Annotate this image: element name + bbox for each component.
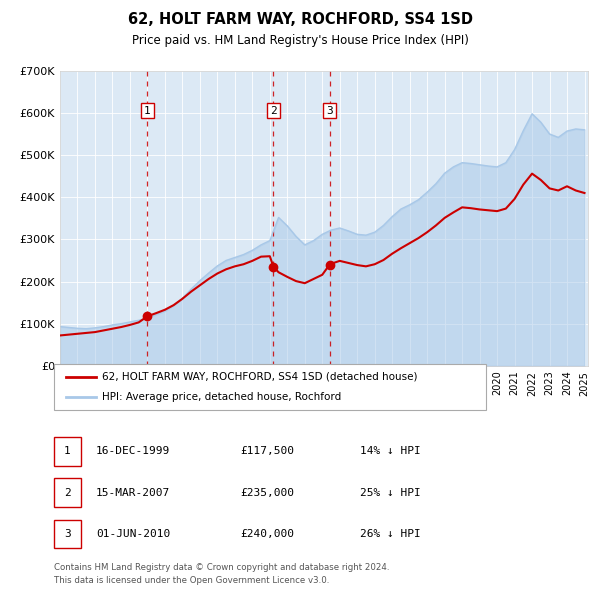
Text: 16-DEC-1999: 16-DEC-1999 [96, 447, 170, 456]
Text: Price paid vs. HM Land Registry's House Price Index (HPI): Price paid vs. HM Land Registry's House … [131, 34, 469, 47]
Text: This data is licensed under the Open Government Licence v3.0.: This data is licensed under the Open Gov… [54, 576, 329, 585]
Text: Contains HM Land Registry data © Crown copyright and database right 2024.: Contains HM Land Registry data © Crown c… [54, 563, 389, 572]
Text: 26% ↓ HPI: 26% ↓ HPI [360, 529, 421, 539]
Text: £117,500: £117,500 [240, 447, 294, 456]
Text: £240,000: £240,000 [240, 529, 294, 539]
Text: 2: 2 [270, 106, 277, 116]
Text: 01-JUN-2010: 01-JUN-2010 [96, 529, 170, 539]
Text: 1: 1 [64, 447, 71, 456]
Text: 25% ↓ HPI: 25% ↓ HPI [360, 488, 421, 497]
Text: 3: 3 [64, 529, 71, 539]
Text: 1: 1 [144, 106, 151, 116]
Text: 15-MAR-2007: 15-MAR-2007 [96, 488, 170, 497]
Text: 14% ↓ HPI: 14% ↓ HPI [360, 447, 421, 456]
Text: £235,000: £235,000 [240, 488, 294, 497]
Text: 62, HOLT FARM WAY, ROCHFORD, SS4 1SD: 62, HOLT FARM WAY, ROCHFORD, SS4 1SD [128, 12, 473, 27]
Text: HPI: Average price, detached house, Rochford: HPI: Average price, detached house, Roch… [102, 392, 341, 402]
Text: 62, HOLT FARM WAY, ROCHFORD, SS4 1SD (detached house): 62, HOLT FARM WAY, ROCHFORD, SS4 1SD (de… [102, 372, 418, 382]
Text: 3: 3 [326, 106, 333, 116]
Text: 2: 2 [64, 488, 71, 497]
